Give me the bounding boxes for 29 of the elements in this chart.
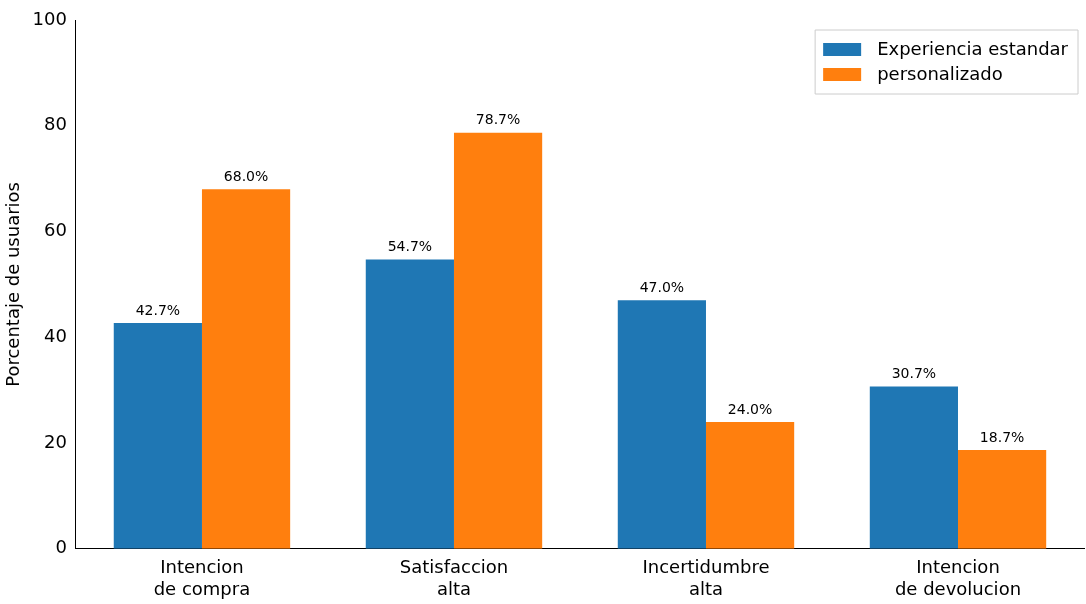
data-label: 54.7% xyxy=(387,238,433,255)
x-tick-label: Incertidumbre alta xyxy=(642,556,770,599)
y-tick-label: 20 xyxy=(44,430,67,452)
legend-label: Experiencia estandar xyxy=(877,37,1069,59)
y-tick-label: 80 xyxy=(44,113,67,135)
y-tick-label: 60 xyxy=(44,219,67,241)
x-tick-label: Satisfaccion alta xyxy=(399,556,509,599)
data-label: 68.0% xyxy=(223,167,269,184)
bar xyxy=(365,259,454,549)
bar xyxy=(958,449,1047,549)
data-label: 42.7% xyxy=(135,301,181,318)
x-tick-label: Intencion de compra xyxy=(153,556,251,599)
legend-label: personalizado xyxy=(877,62,1003,84)
y-tick-label: 100 xyxy=(32,7,67,29)
bar xyxy=(113,323,202,549)
data-label: 24.0% xyxy=(727,400,773,417)
bar xyxy=(201,189,291,549)
y-tick-label: 0 xyxy=(55,536,67,558)
data-label: 30.7% xyxy=(891,365,937,382)
data-label: 78.7% xyxy=(475,111,521,128)
bar xyxy=(869,386,958,549)
bar xyxy=(617,300,706,549)
bar xyxy=(705,421,795,549)
x-tick-label: Intencion de devolucion xyxy=(894,556,1022,599)
bar xyxy=(453,132,543,549)
data-label: 18.7% xyxy=(979,428,1025,445)
y-axis-title: Porcentaje de usuarios xyxy=(2,182,24,387)
data-label: 47.0% xyxy=(639,278,685,295)
y-tick-label: 40 xyxy=(44,324,67,346)
